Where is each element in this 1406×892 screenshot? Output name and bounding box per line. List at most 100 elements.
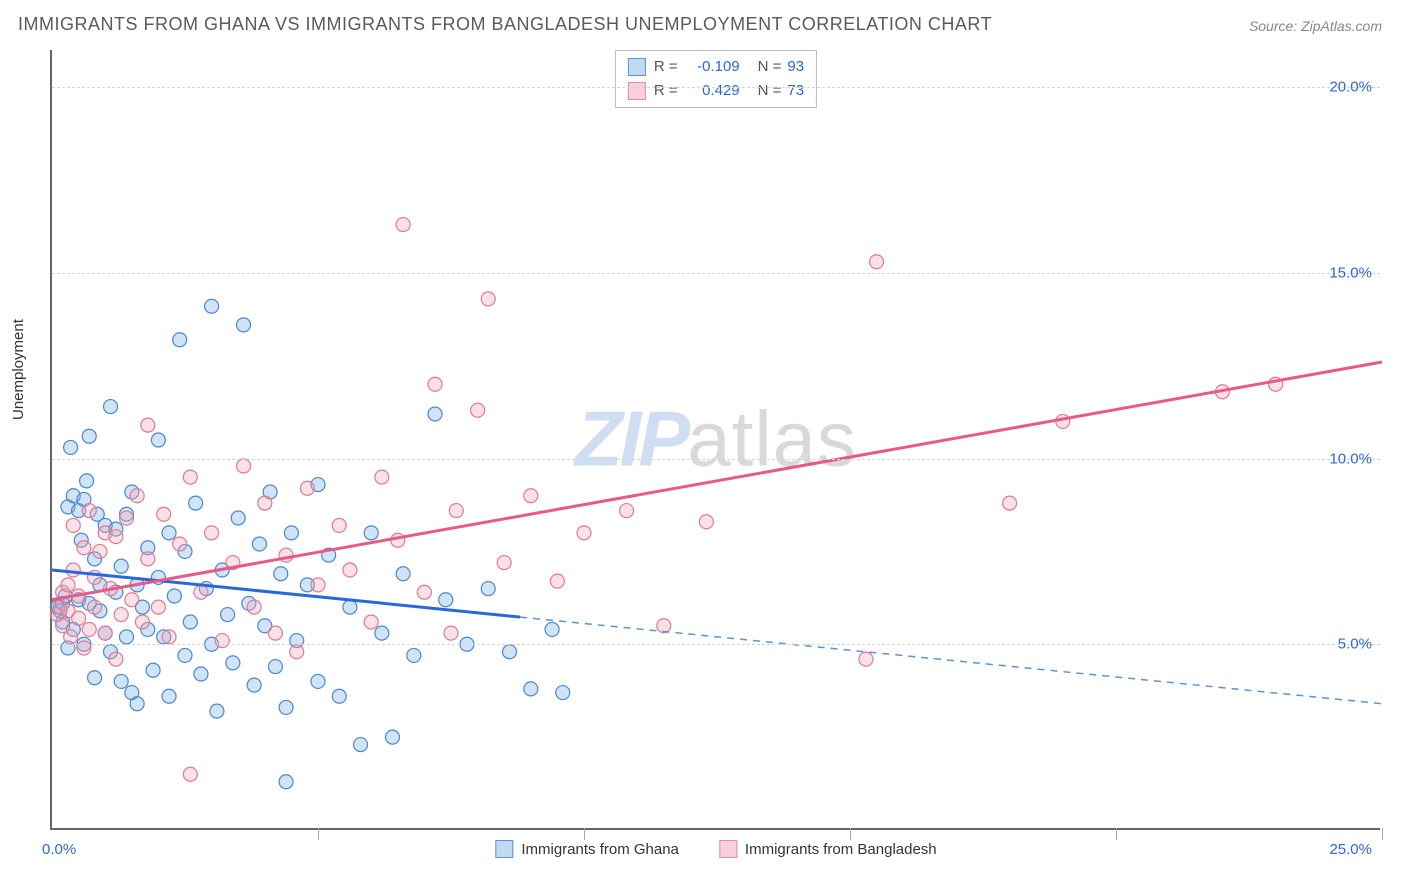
data-point — [385, 730, 399, 744]
data-point — [64, 440, 78, 454]
data-point — [119, 630, 133, 644]
data-point — [130, 489, 144, 503]
data-point — [130, 697, 144, 711]
gridline-h — [52, 644, 1380, 645]
data-point — [375, 470, 389, 484]
data-point — [88, 600, 102, 614]
data-point — [439, 593, 453, 607]
y-axis-label: Unemployment — [10, 319, 27, 420]
data-point — [396, 218, 410, 232]
data-point — [620, 504, 634, 518]
data-point — [428, 377, 442, 391]
data-point — [66, 563, 80, 577]
x-tick — [318, 828, 319, 840]
data-point — [151, 433, 165, 447]
data-point — [247, 678, 261, 692]
data-point — [545, 622, 559, 636]
data-point — [72, 611, 86, 625]
y-tick-label: 10.0% — [1329, 450, 1372, 467]
data-point — [114, 608, 128, 622]
data-point — [77, 541, 91, 555]
source-attribution: Source: ZipAtlas.com — [1249, 18, 1382, 34]
data-point — [428, 407, 442, 421]
data-point — [151, 600, 165, 614]
data-point — [332, 689, 346, 703]
legend-swatch — [719, 840, 737, 858]
data-point — [699, 515, 713, 529]
data-point — [284, 526, 298, 540]
data-point — [183, 767, 197, 781]
data-point — [119, 511, 133, 525]
x-tick — [584, 828, 585, 840]
data-point — [80, 474, 94, 488]
gridline-h — [52, 87, 1380, 88]
data-point — [237, 318, 251, 332]
data-point — [550, 574, 564, 588]
data-point — [183, 615, 197, 629]
data-point — [311, 578, 325, 592]
data-point — [162, 689, 176, 703]
series-legend-item: Immigrants from Ghana — [495, 840, 679, 858]
data-point — [481, 292, 495, 306]
data-point — [141, 418, 155, 432]
data-point — [657, 619, 671, 633]
data-point — [300, 481, 314, 495]
x-tick-label-min: 0.0% — [42, 841, 76, 858]
data-point — [481, 582, 495, 596]
data-point — [114, 559, 128, 573]
data-point — [279, 775, 293, 789]
data-point — [503, 645, 517, 659]
series-legend-label: Immigrants from Ghana — [521, 841, 679, 858]
data-point — [354, 738, 368, 752]
data-point — [252, 537, 266, 551]
data-point — [157, 507, 171, 521]
data-point — [258, 496, 272, 510]
data-point — [162, 526, 176, 540]
data-point — [125, 593, 139, 607]
data-point — [114, 674, 128, 688]
trend-line — [52, 362, 1382, 600]
data-point — [189, 496, 203, 510]
data-point — [205, 526, 219, 540]
data-point — [247, 600, 261, 614]
data-point — [173, 537, 187, 551]
data-point — [109, 530, 123, 544]
data-point — [173, 333, 187, 347]
y-tick-label: 15.0% — [1329, 264, 1372, 281]
legend-swatch — [495, 840, 513, 858]
data-point — [194, 667, 208, 681]
data-point — [343, 563, 357, 577]
data-point — [135, 615, 149, 629]
x-tick — [1116, 828, 1117, 840]
x-tick-label-max: 25.0% — [1329, 841, 1372, 858]
data-point — [77, 641, 91, 655]
data-point — [290, 645, 304, 659]
series-legend-label: Immigrants from Bangladesh — [745, 841, 937, 858]
data-point — [93, 544, 107, 558]
data-point — [178, 648, 192, 662]
chart-title: IMMIGRANTS FROM GHANA VS IMMIGRANTS FROM… — [18, 14, 992, 35]
data-point — [268, 626, 282, 640]
scatter-svg — [52, 50, 1380, 828]
data-point — [279, 700, 293, 714]
data-point — [66, 518, 80, 532]
data-point — [577, 526, 591, 540]
data-point — [364, 615, 378, 629]
data-point — [417, 585, 431, 599]
data-point — [237, 459, 251, 473]
data-point — [274, 567, 288, 581]
data-point — [407, 648, 421, 662]
data-point — [221, 608, 235, 622]
data-point — [183, 470, 197, 484]
y-tick-label: 5.0% — [1338, 636, 1372, 653]
data-point — [311, 674, 325, 688]
data-point — [82, 429, 96, 443]
data-point — [146, 663, 160, 677]
trend-line-extrapolated — [520, 617, 1382, 704]
data-point — [109, 652, 123, 666]
data-point — [64, 630, 78, 644]
data-point — [194, 585, 208, 599]
data-point — [268, 660, 282, 674]
data-point — [82, 622, 96, 636]
x-tick — [1382, 828, 1383, 840]
